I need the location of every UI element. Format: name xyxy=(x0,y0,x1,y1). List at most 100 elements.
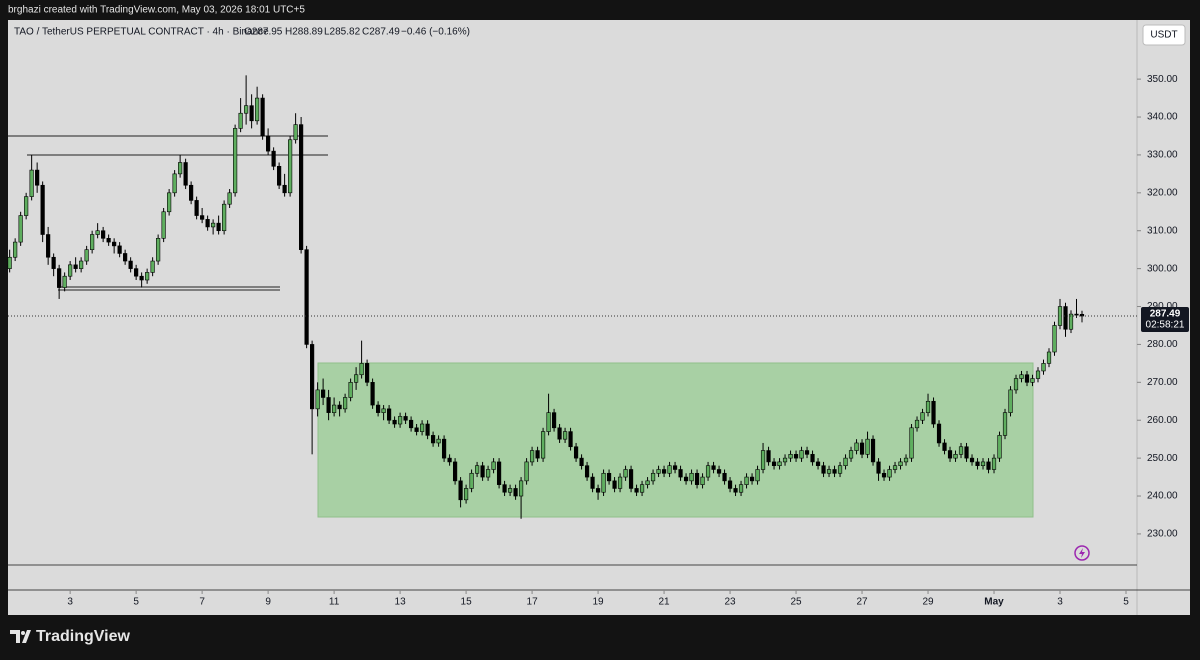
candle-body xyxy=(650,472,656,482)
x-tick-label: 17 xyxy=(527,597,539,608)
candle-body xyxy=(13,241,18,258)
candle-body xyxy=(606,472,612,482)
candle-body xyxy=(73,264,78,269)
candle-body xyxy=(975,461,980,467)
candle-body xyxy=(282,184,287,194)
candle-body xyxy=(958,446,964,455)
candle-body xyxy=(936,423,942,444)
candle-body xyxy=(463,488,469,501)
ohlc-open: O287.95 xyxy=(244,27,283,38)
candle-body xyxy=(392,419,397,425)
candle-body xyxy=(551,412,557,429)
y-tick-label: 280.00 xyxy=(1147,339,1178,350)
candle-body xyxy=(749,476,755,482)
candle-body xyxy=(821,465,826,474)
y-tick-label: 300.00 xyxy=(1147,263,1178,274)
price-label-box xyxy=(1141,307,1189,333)
candle-body xyxy=(249,105,254,122)
candle-body xyxy=(876,461,881,474)
candle-body xyxy=(716,469,722,474)
candle-body xyxy=(573,446,579,459)
candle-body xyxy=(969,457,975,463)
candle-body xyxy=(848,450,854,459)
x-tick-label: 29 xyxy=(922,597,934,608)
candle-body xyxy=(683,476,689,482)
candle-body xyxy=(452,461,458,482)
candle-body xyxy=(815,461,821,467)
candle-body xyxy=(172,173,177,194)
candle-body xyxy=(518,480,524,497)
candle-body xyxy=(1019,374,1024,379)
currency-button[interactable] xyxy=(1142,24,1186,46)
candle-body xyxy=(139,275,144,281)
ohlc-high: H288.89 xyxy=(285,27,323,38)
x-tick-label: 11 xyxy=(329,597,340,608)
x-tick-label: May xyxy=(984,597,1004,608)
candle-body xyxy=(57,268,62,288)
candle-body xyxy=(887,469,892,478)
candle-body xyxy=(62,275,67,288)
candle-body xyxy=(667,465,672,474)
candle-body xyxy=(414,427,419,432)
candle-body xyxy=(700,476,705,485)
candle-body xyxy=(865,438,870,455)
candle-body xyxy=(892,465,898,470)
candle-body xyxy=(568,431,573,448)
candle-body xyxy=(354,374,359,383)
currency[interactable]: USDT xyxy=(1150,30,1177,41)
candle-body xyxy=(337,404,342,410)
candle-body xyxy=(843,457,848,467)
candle-body xyxy=(562,431,568,440)
candle-body xyxy=(106,238,111,243)
alert-icon[interactable] xyxy=(1074,545,1090,561)
candle-body xyxy=(590,476,595,489)
candle-body xyxy=(1008,389,1013,413)
candle-body xyxy=(557,427,562,440)
candle-body xyxy=(612,480,617,489)
x-tick-label: 15 xyxy=(461,597,473,608)
candle-body xyxy=(1068,313,1074,330)
countdown: 02:58:21 xyxy=(1146,320,1185,331)
candle-body xyxy=(832,469,837,474)
candle-body xyxy=(101,230,106,239)
candle-body xyxy=(914,419,920,429)
candle-body xyxy=(365,363,370,383)
candle-body xyxy=(1041,363,1046,372)
x-tick-label: 19 xyxy=(593,597,605,608)
logo-mark xyxy=(10,630,31,643)
candle-body xyxy=(898,461,903,467)
candle-body xyxy=(277,165,282,186)
candle-body xyxy=(79,260,84,269)
x-tick-label: 3 xyxy=(1057,597,1063,608)
candle-body xyxy=(51,256,56,269)
candle-body xyxy=(233,128,238,194)
candle-body xyxy=(299,124,304,250)
candle-body xyxy=(546,412,551,432)
candle-body xyxy=(381,408,386,413)
candle-body xyxy=(760,450,766,470)
x-tick-label: 7 xyxy=(199,597,205,608)
y-tick-label: 310.00 xyxy=(1147,225,1178,236)
x-tick-label: 27 xyxy=(856,597,868,608)
candle-body xyxy=(1052,325,1057,353)
candle-body xyxy=(766,450,771,463)
candle-body xyxy=(579,457,584,467)
x-tick-label: 23 xyxy=(724,597,736,608)
candle-body xyxy=(755,469,760,482)
footer xyxy=(0,615,1200,660)
candle-body xyxy=(315,389,320,410)
candle-body xyxy=(403,416,408,421)
candle-body xyxy=(661,469,667,474)
candle-body xyxy=(689,472,694,482)
candle-body xyxy=(986,461,991,470)
candle-body xyxy=(222,203,227,232)
candle-body xyxy=(310,344,315,410)
candle-body xyxy=(672,465,678,470)
y-tick-label: 290.00 xyxy=(1147,301,1178,312)
candle-body xyxy=(942,442,947,451)
chart-area xyxy=(8,20,1190,615)
candle-body xyxy=(35,169,40,186)
y-tick-label: 250.00 xyxy=(1147,453,1178,464)
logo-dot xyxy=(21,631,25,635)
candle-body xyxy=(205,219,210,228)
